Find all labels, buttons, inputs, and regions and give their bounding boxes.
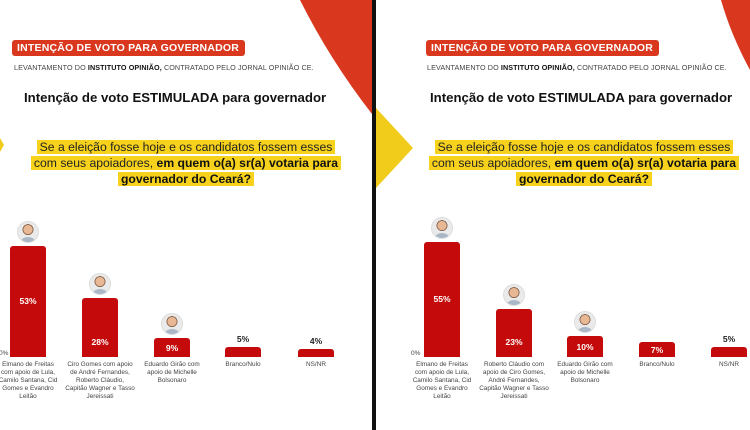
candidate-photo bbox=[431, 216, 453, 239]
survey-question: Se a eleição fosse hoje e os candidatos … bbox=[26, 139, 346, 187]
bar-value-label: 9% bbox=[165, 342, 179, 353]
yellow-triangle bbox=[376, 108, 413, 188]
category-label: Eduardo Girão com apoio de Michelle Bols… bbox=[144, 361, 200, 384]
yellow-triangle-tip bbox=[0, 138, 4, 152]
candidate-photo bbox=[161, 313, 183, 336]
category-label: Eduardo Girão com apoio de Michelle Bols… bbox=[557, 361, 613, 384]
candidate-photo-shoulders bbox=[578, 327, 592, 332]
decorative-shapes bbox=[0, 0, 372, 152]
category-label: Elmano de Freitas com apoio de Lula, Cam… bbox=[0, 361, 58, 400]
bar-value-label: 10% bbox=[576, 341, 594, 352]
category-label: Branco/Nulo bbox=[639, 361, 675, 368]
bar-2 bbox=[567, 336, 603, 357]
section-badge: INTENÇÃO DE VOTO PARA GOVERNADOR bbox=[426, 40, 660, 56]
section-badge: INTENÇÃO DE VOTO PARA GOVERNADOR bbox=[12, 40, 246, 56]
bar-2 bbox=[154, 338, 190, 357]
panel-divider bbox=[372, 0, 376, 430]
category-label: Ciro Gomes com apoio de André Fernandes,… bbox=[65, 361, 135, 400]
source-prefix: LEVANTAMENTO DO bbox=[14, 63, 88, 72]
bar-value-label: 55% bbox=[433, 294, 451, 305]
category-label: NS/NR bbox=[306, 361, 326, 368]
category-label: NS/NR bbox=[719, 361, 739, 368]
candidate-photo-shoulders bbox=[93, 289, 107, 295]
question-bold-text: em quem o(a) sr(a) votaria para governad… bbox=[120, 156, 339, 186]
question-text: Se a eleição fosse hoje e os candidatos … bbox=[431, 140, 731, 170]
category-label: Elmano de Freitas com apoio de Lula, Cam… bbox=[412, 361, 472, 400]
bar-value-label: 53% bbox=[19, 296, 37, 307]
bar-4 bbox=[298, 348, 334, 357]
orange-corner-shape bbox=[300, 0, 372, 114]
candidate-photo-shoulders bbox=[21, 236, 35, 242]
zero-axis-label: 0% bbox=[411, 350, 421, 357]
bar-value-label: 5% bbox=[236, 333, 250, 344]
chart-heading: Intenção de voto ESTIMULADA para governa… bbox=[24, 90, 327, 105]
bar-1 bbox=[82, 298, 118, 357]
bar-0 bbox=[10, 245, 46, 357]
candidate-photo-shoulders bbox=[165, 329, 179, 335]
bar-value-label: 4% bbox=[309, 335, 323, 346]
source-institute: INSTITUTO OPINIÃO, bbox=[87, 63, 162, 72]
bar-1 bbox=[496, 308, 532, 357]
candidate-photo bbox=[17, 220, 39, 243]
bar-3 bbox=[639, 342, 675, 357]
survey-source: LEVANTAMENTO DO INSTITUTO OPINIÃO, CONTR… bbox=[14, 63, 314, 72]
source-prefix: LEVANTAMENTO DO bbox=[427, 63, 501, 72]
candidate-photo bbox=[574, 311, 596, 333]
zero-axis-label: 0% bbox=[0, 350, 9, 357]
candidate-photo bbox=[89, 273, 111, 296]
bar-3 bbox=[225, 346, 261, 357]
category-label: Roberto Cláudio com apoio de Ciro Gomes,… bbox=[479, 361, 549, 400]
source-suffix: CONTRATADO PELO JORNAL OPINIÃO CE. bbox=[574, 63, 727, 72]
poll-panel-left: INTENÇÃO DE VOTO PARA GOVERNADOR LEVANTA… bbox=[0, 0, 372, 430]
question-text: Se a eleição fosse hoje e os candidatos … bbox=[33, 140, 333, 170]
candidate-photo-shoulders bbox=[507, 299, 521, 305]
poll-panel-right: INTENÇÃO DE VOTO PARA GOVERNADOR LEVANTA… bbox=[376, 0, 750, 430]
bar-value-label: 5% bbox=[722, 333, 736, 344]
candidate-photo-shoulders bbox=[435, 232, 449, 238]
bar-value-label: 28% bbox=[91, 337, 109, 347]
chart-heading: Intenção de voto ESTIMULADA para governa… bbox=[430, 90, 733, 105]
source-institute: INSTITUTO OPINIÃO, bbox=[500, 63, 575, 72]
decorative-shapes bbox=[376, 0, 750, 188]
bar-4 bbox=[711, 346, 747, 357]
bar-value-label: 7% bbox=[650, 344, 664, 355]
bar-value-label: 23% bbox=[505, 337, 523, 347]
bar-0 bbox=[424, 241, 460, 357]
source-suffix: CONTRATADO PELO JORNAL OPINIÃO CE. bbox=[161, 63, 314, 72]
orange-corner-shape bbox=[721, 0, 750, 70]
question-bold-text: em quem o(a) sr(a) votaria para governad… bbox=[518, 156, 737, 186]
survey-source: LEVANTAMENTO DO INSTITUTO OPINIÃO, CONTR… bbox=[427, 63, 727, 72]
survey-question: Se a eleição fosse hoje e os candidatos … bbox=[424, 139, 744, 187]
category-label: Branco/Nulo bbox=[225, 361, 261, 368]
candidate-photo bbox=[503, 283, 525, 306]
